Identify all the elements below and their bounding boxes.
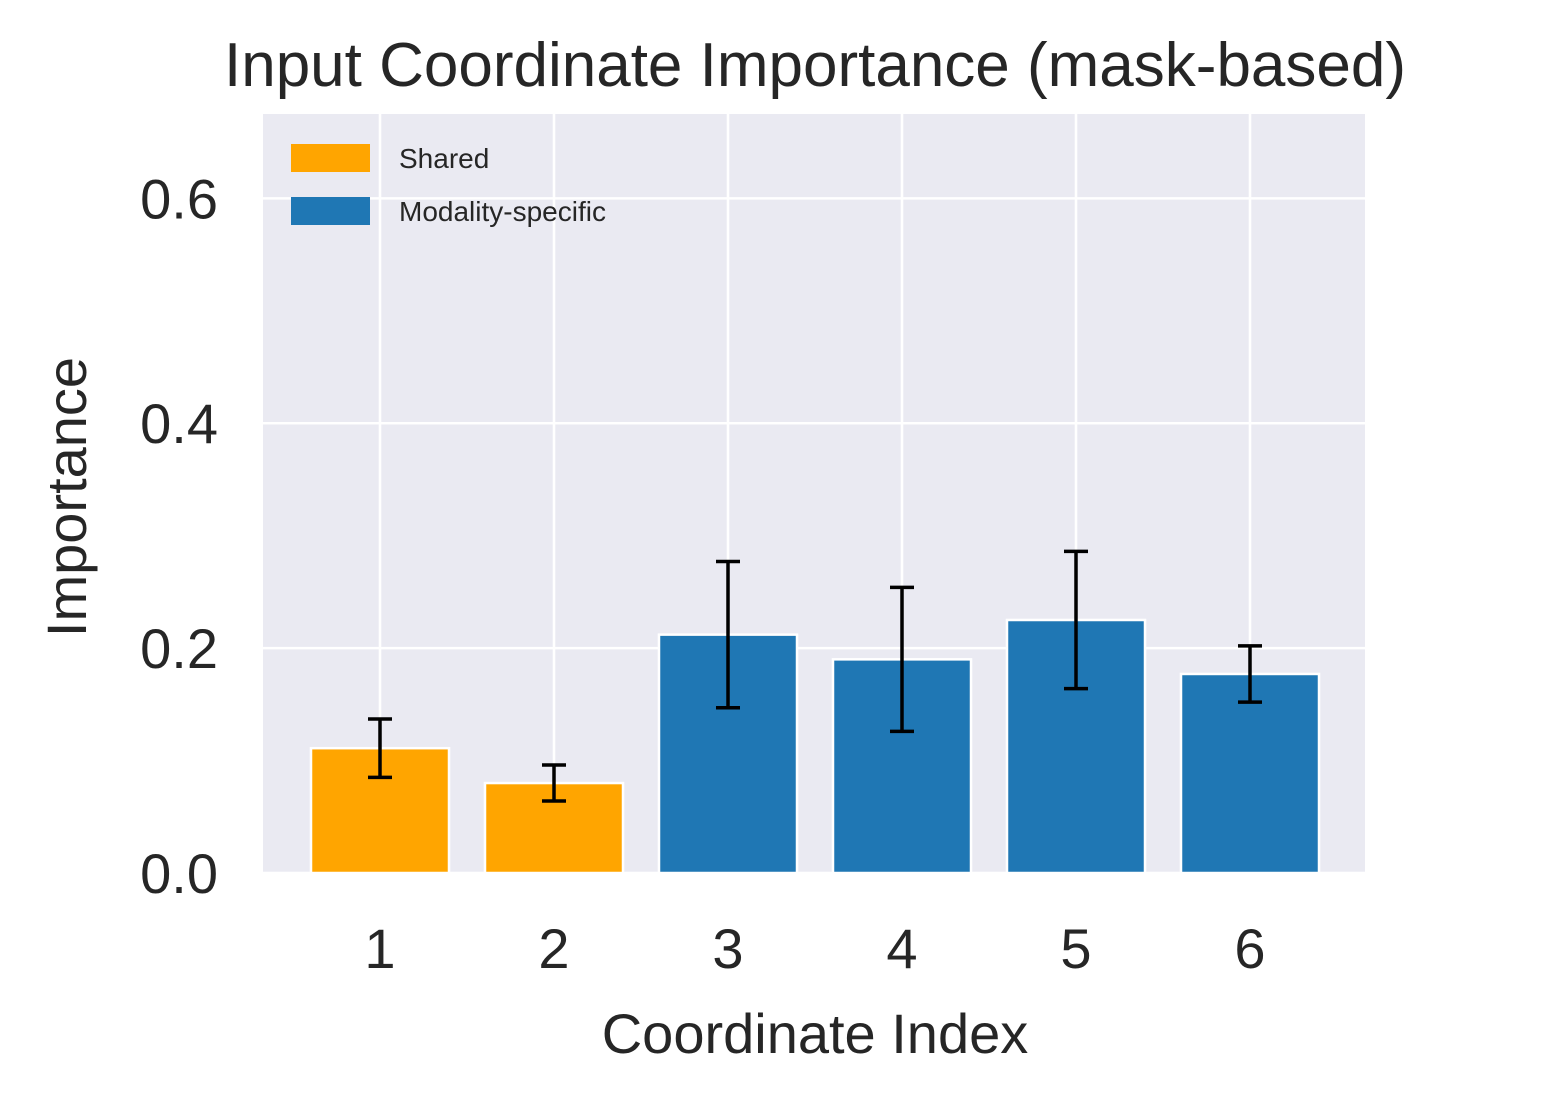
x-tick-label: 4	[886, 917, 917, 980]
legend-swatch-shared	[291, 144, 370, 172]
error-bar-6	[1238, 644, 1262, 704]
bar-6	[1179, 672, 1321, 875]
error-bar-2	[542, 763, 566, 803]
y-tick-label: 0.6	[140, 167, 218, 230]
legend-swatch-modality-specific	[291, 197, 370, 225]
x-tick-label: 1	[364, 917, 395, 980]
x-tick-label: 5	[1060, 917, 1091, 980]
y-tick-label: 0.2	[140, 617, 218, 680]
x-tick-label: 2	[538, 917, 569, 980]
x-tick-labels: 1 2 3 4 5 6	[364, 917, 1265, 980]
error-bar-5	[1064, 549, 1088, 691]
bar-2	[483, 781, 625, 875]
x-axis-label: Coordinate Index	[602, 1002, 1029, 1065]
bar-1	[309, 746, 451, 875]
legend-label-shared: Shared	[399, 143, 489, 174]
y-tick-label: 0.0	[140, 842, 218, 905]
error-bar-4	[890, 585, 914, 734]
x-tick-label: 3	[712, 917, 743, 980]
y-axis-label: Importance	[35, 357, 98, 637]
y-tick-labels: 0.0 0.2 0.4 0.6	[140, 167, 218, 905]
y-tick-label: 0.4	[140, 392, 218, 455]
error-bars-layer	[368, 549, 1262, 803]
legend-label-modality-specific: Modality-specific	[399, 196, 606, 227]
error-bar-3	[716, 559, 740, 710]
x-tick-label: 6	[1234, 917, 1265, 980]
legend: Shared Modality-specific	[291, 143, 606, 227]
error-bar-1	[368, 717, 392, 780]
chart-title: Input Coordinate Importance (mask-based)	[224, 31, 1406, 100]
